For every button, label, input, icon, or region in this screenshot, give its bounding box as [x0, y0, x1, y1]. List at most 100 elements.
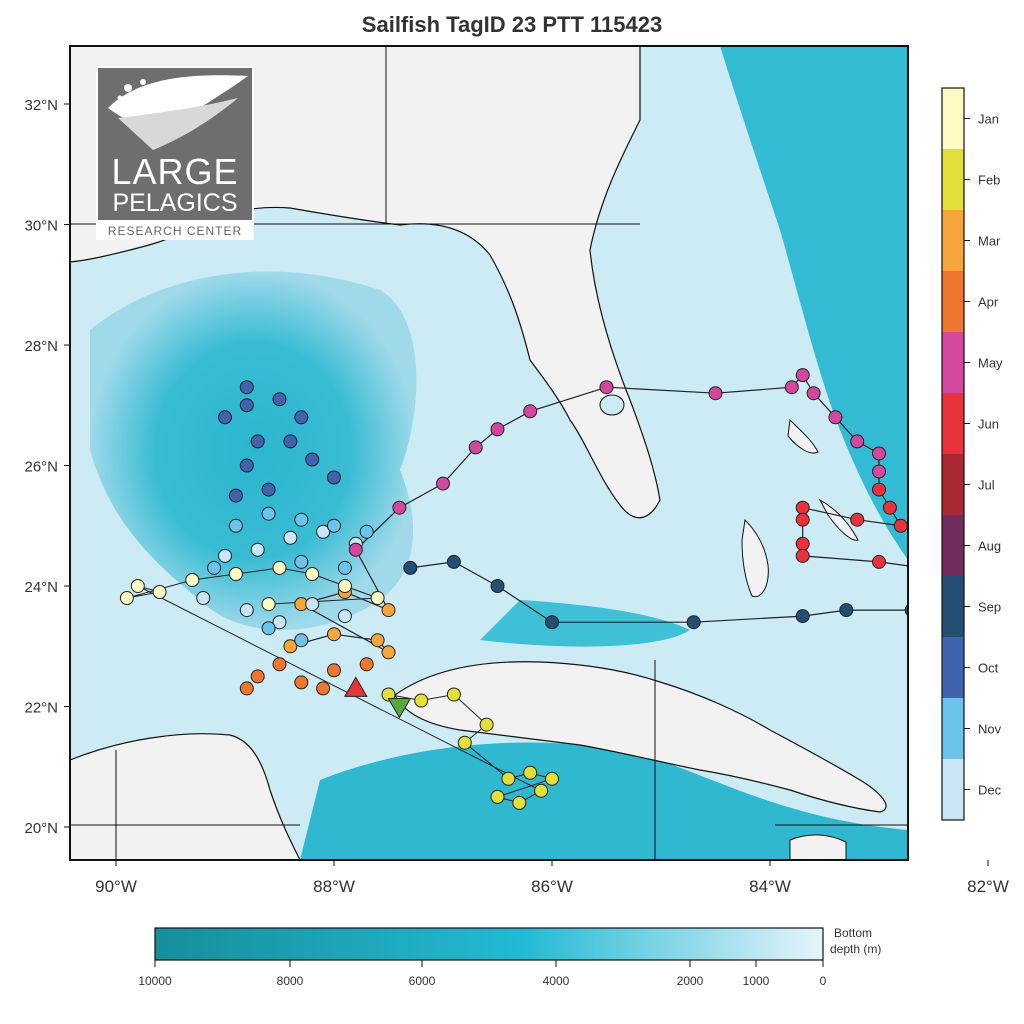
- position-point-nov: [337, 560, 352, 575]
- position-point-may: [872, 446, 886, 461]
- land-jamaica: [789, 834, 847, 860]
- position-point-jun: [982, 568, 995, 581]
- start-marker-triangle: [343, 676, 368, 697]
- position-point-jun: [850, 512, 865, 527]
- month-label-mar: Mar: [978, 234, 1001, 249]
- position-point-jan: [119, 591, 134, 605]
- position-point-oct: [261, 482, 276, 497]
- position-point-feb: [446, 687, 461, 702]
- position-point-nov: [359, 524, 374, 539]
- month-label-aug: Aug: [978, 539, 1001, 554]
- position-point-feb: [414, 693, 429, 708]
- position-point-may: [784, 380, 799, 395]
- position-point-nov: [261, 506, 276, 521]
- position-point-oct: [228, 488, 243, 503]
- position-point-sep: [686, 615, 701, 630]
- gulf-deep-basin: [90, 271, 417, 630]
- position-point-oct: [250, 434, 265, 449]
- position-point-mar: [381, 603, 396, 618]
- position-point-nov: [294, 554, 309, 569]
- lat-tick-label: 32°N: [24, 97, 58, 114]
- position-point-dec: [250, 542, 265, 557]
- position-point-may: [806, 386, 821, 401]
- position-point-feb: [479, 717, 494, 732]
- month-swatch-may: [942, 332, 964, 393]
- position-point-may: [828, 410, 843, 425]
- position-point-jun: [795, 500, 810, 515]
- position-point-may: [468, 440, 483, 455]
- lat-tick-label: 28°N: [24, 338, 58, 355]
- position-point-feb: [490, 789, 505, 804]
- position-point-feb: [457, 735, 472, 750]
- land-mexico: [70, 733, 301, 860]
- position-point-oct: [327, 470, 341, 485]
- land-eleuthera: [818, 498, 859, 541]
- position-point-dec: [196, 591, 211, 605]
- month-swatch-jun: [942, 393, 964, 454]
- position-point-sep: [403, 560, 418, 575]
- track-line: [290, 374, 908, 653]
- month-label-apr: Apr: [978, 295, 999, 310]
- position-point-mar: [327, 627, 341, 642]
- month-swatch-mar: [942, 210, 964, 271]
- month-label-may: May: [978, 356, 1003, 371]
- position-point-dec: [316, 524, 331, 539]
- position-point-jun: [893, 518, 908, 533]
- position-point-mar: [283, 639, 298, 654]
- position-point-dec: [337, 609, 352, 624]
- position-point-apr: [294, 675, 309, 690]
- month-label-feb: Feb: [978, 173, 1000, 188]
- position-point-jan: [130, 579, 145, 593]
- latitude-axis: 32°N 30°N 28°N 26°N 24°N 22°N 20°N: [24, 97, 70, 837]
- depth-tick-label: 1000: [743, 974, 770, 988]
- month-label-dec: Dec: [978, 783, 1002, 798]
- position-point-may: [872, 464, 886, 479]
- position-point-mar: [381, 645, 396, 660]
- depth-tick-label: 4000: [543, 974, 570, 988]
- position-point-jan: [261, 597, 276, 612]
- position-point-feb: [381, 687, 396, 702]
- month-label-nov: Nov: [978, 722, 1002, 737]
- month-swatch-oct: [942, 637, 964, 698]
- lat-tick-label: 30°N: [24, 218, 58, 235]
- month-label-oct: Oct: [978, 661, 999, 676]
- lake-okeechobee: [599, 394, 625, 416]
- large-pelagics-logo: LARGE PELAGICS RESEARCH CENTER: [96, 66, 254, 240]
- position-point-nov: [261, 621, 276, 636]
- atlantic-deep: [720, 46, 908, 560]
- position-point-sep: [446, 554, 461, 569]
- position-point-jun: [795, 512, 810, 527]
- month-swatch-jan: [942, 88, 964, 149]
- lon-tick-label: 88°W: [313, 877, 355, 896]
- position-point-jun: [882, 500, 897, 515]
- depth-ticks: 10000 8000 6000 4000 2000 1000 0: [138, 960, 827, 988]
- caribbean-deep: [300, 742, 908, 860]
- position-point-jun: [1014, 568, 1024, 581]
- position-point-oct: [272, 392, 287, 407]
- position-point-jan: [305, 567, 320, 581]
- position-point-sep: [490, 579, 505, 593]
- position-point-may: [490, 422, 505, 437]
- depth-tick-label: 8000: [277, 974, 304, 988]
- position-point-apr: [250, 669, 265, 684]
- position-point-jan: [152, 585, 167, 599]
- land-andros: [741, 518, 769, 598]
- position-point-may: [436, 476, 450, 491]
- month-swatch-apr: [942, 271, 964, 332]
- month-swatch-nov: [942, 698, 964, 759]
- month-label-sep: Sep: [978, 600, 1001, 615]
- depth-tick-label: 10000: [138, 974, 172, 988]
- position-point-sep: [545, 615, 559, 630]
- depth-legend: 10000 8000 6000 4000 2000 1000 0 Bottom depth …: [138, 926, 881, 988]
- position-point-apr: [327, 663, 341, 678]
- position-point-nov: [228, 518, 243, 533]
- position-point-may: [850, 434, 865, 449]
- month-swatch-jul: [942, 454, 964, 515]
- position-point-may: [348, 542, 363, 557]
- position-point-sep: [1003, 604, 1016, 617]
- position-point-jan: [272, 560, 287, 575]
- position-point-may: [392, 500, 407, 515]
- depth-tick-label: 6000: [409, 974, 436, 988]
- month-swatch-feb: [942, 149, 964, 210]
- lat-tick-label: 24°N: [24, 579, 58, 596]
